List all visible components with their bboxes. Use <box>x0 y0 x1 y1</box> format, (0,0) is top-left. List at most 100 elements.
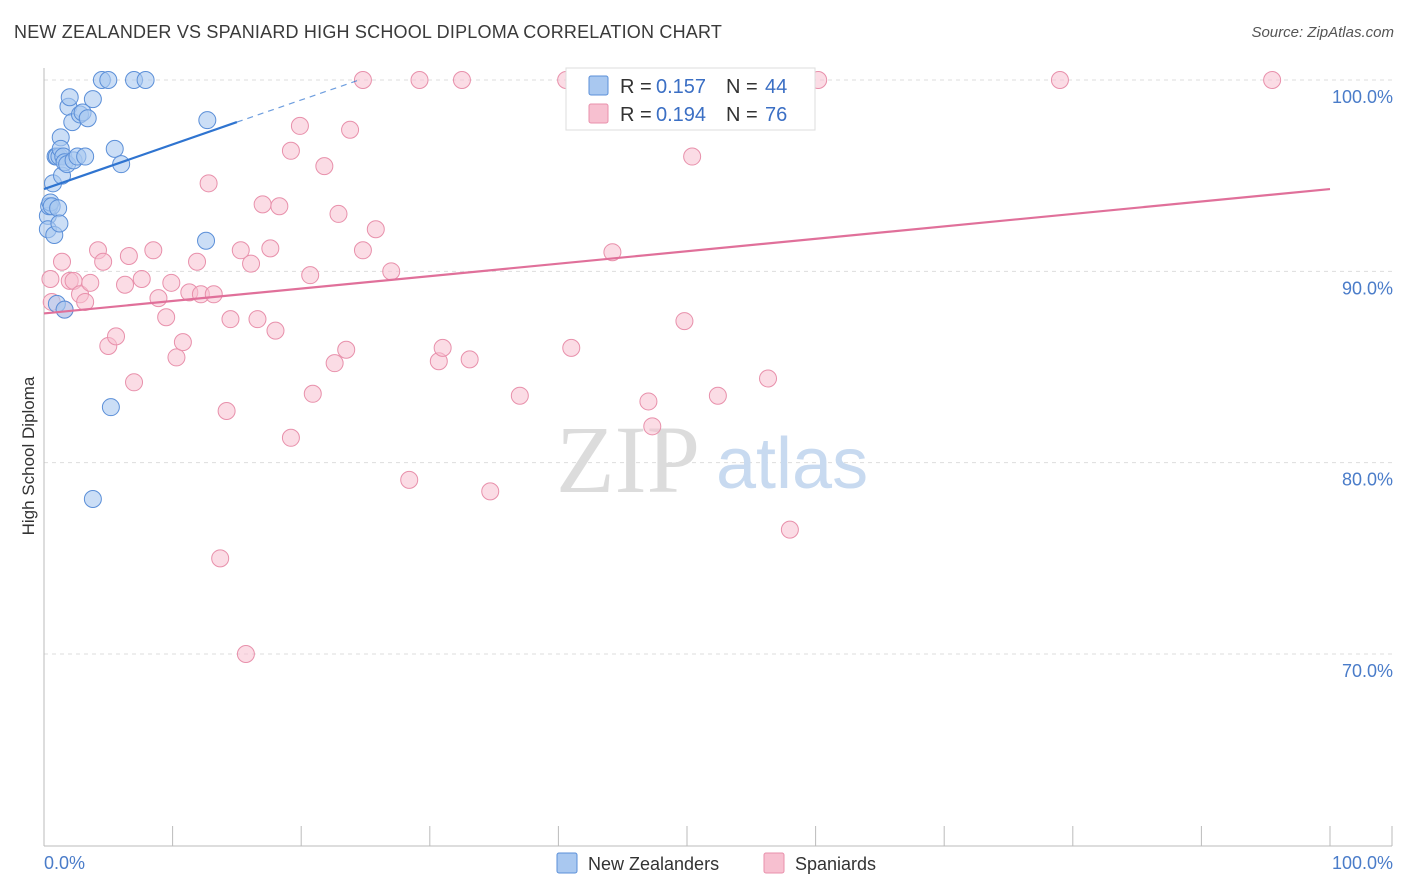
legend-r-value-2: 0.194 <box>656 104 706 126</box>
legend-r-label-1: R = <box>620 76 652 98</box>
spaniards-point-52 <box>410 71 429 89</box>
spaniards-point-17 <box>144 241 163 260</box>
new-zealanders-point-33 <box>136 71 155 89</box>
spaniards-point-50 <box>382 262 401 281</box>
spaniards-point-18 <box>149 289 168 308</box>
spaniards-point-39 <box>290 116 309 135</box>
stats-legend: R = 0.157 N = 44 R = 0.194 N = 76 <box>565 67 816 131</box>
spaniards-point-73 <box>211 549 230 568</box>
spaniards-point-61 <box>603 243 622 262</box>
spaniards-point-8 <box>81 273 100 292</box>
spaniards-trend-line <box>43 187 1331 315</box>
new-zealanders-point-35 <box>55 300 74 319</box>
spaniards-point-35 <box>266 321 285 340</box>
spaniards-point-0 <box>41 269 60 288</box>
spaniards-point-2 <box>53 252 72 271</box>
spaniards-point-16 <box>132 269 151 288</box>
watermark-atlas: atlas <box>716 424 868 504</box>
spaniards-point-48 <box>353 241 372 260</box>
new-zealanders-point-36 <box>101 398 120 417</box>
spaniards-point-38 <box>281 141 300 160</box>
axes <box>43 68 1393 847</box>
spaniards-point-66 <box>683 147 702 166</box>
new-zealanders-point-38 <box>197 231 216 250</box>
grid-lines <box>44 79 1392 655</box>
spaniards-point-37 <box>281 428 300 447</box>
spaniards-point-13 <box>116 275 135 294</box>
spaniards-point-68 <box>759 369 778 388</box>
spaniards-point-60 <box>562 338 581 357</box>
spaniards-point-46 <box>341 120 360 139</box>
legend-swatch-spaniards <box>588 103 609 124</box>
spaniards-points <box>41 71 1282 663</box>
spaniards-point-26 <box>199 174 218 193</box>
y-tick-label-3: 100.0% <box>1332 87 1393 107</box>
spaniards-point-54 <box>433 338 452 357</box>
spaniards-point-33 <box>253 195 272 214</box>
spaniards-point-19 <box>157 308 176 327</box>
spaniards-point-49 <box>366 220 385 239</box>
spaniards-point-56 <box>460 350 479 369</box>
series-legend: New Zealanders Spaniards <box>556 852 876 874</box>
new-zealanders-trend-line <box>43 121 238 191</box>
spaniards-point-42 <box>315 157 334 176</box>
chart-title: NEW ZEALANDER VS SPANIARD HIGH SCHOOL DI… <box>14 22 723 42</box>
spaniards-point-36 <box>270 197 289 216</box>
bottom-legend-swatch-new-zealanders <box>556 852 578 874</box>
new-zealanders-point-27 <box>83 90 102 109</box>
spaniards-point-29 <box>221 310 240 329</box>
chart-source: Source: ZipAtlas.com <box>1251 24 1394 41</box>
new-zealanders-point-30 <box>105 139 124 158</box>
spaniards-point-69 <box>780 520 799 539</box>
y-tick-labels: 70.0% 80.0% 90.0% 100.0% <box>1332 87 1393 681</box>
spaniards-point-58 <box>510 386 529 405</box>
spaniards-point-15 <box>125 373 144 392</box>
spaniards-point-51 <box>400 470 419 489</box>
legend-n-label-2: N = <box>726 104 758 126</box>
new-zealanders-point-25 <box>76 147 95 166</box>
y-tick-label-1: 80.0% <box>1342 470 1393 490</box>
legend-swatch-new-zealanders <box>588 75 609 96</box>
legend-n-label-1: N = <box>726 76 758 98</box>
watermark: ZIP atlas <box>556 406 868 513</box>
spaniards-point-22 <box>173 333 192 352</box>
trend-lines <box>43 79 1331 315</box>
x-tick-label-1: 100.0% <box>1332 853 1393 873</box>
spaniards-point-24 <box>188 252 207 271</box>
spaniards-point-71 <box>1050 71 1069 89</box>
spaniards-point-74 <box>236 645 255 663</box>
spaniards-point-40 <box>301 266 320 285</box>
new-zealanders-point-26 <box>78 109 97 128</box>
y-tick-label-2: 90.0% <box>1342 278 1393 298</box>
spaniards-point-31 <box>242 254 261 273</box>
new-zealanders-point-37 <box>83 490 102 509</box>
spaniards-point-14 <box>119 247 138 266</box>
spaniards-point-44 <box>329 204 348 223</box>
spaniards-point-28 <box>217 402 236 421</box>
watermark-zip: ZIP <box>556 406 700 513</box>
spaniards-point-67 <box>708 386 727 405</box>
y-axis-title: High School Diploma <box>19 376 38 535</box>
new-zealanders-trend-extension <box>236 79 360 123</box>
legend-r-value-1: 0.157 <box>656 76 706 98</box>
legend-n-value-2: 76 <box>765 104 787 126</box>
new-zealanders-point-9 <box>49 199 68 218</box>
legend-r-label-2: R = <box>620 104 652 126</box>
new-zealanders-point-29 <box>99 71 118 89</box>
spaniards-point-65 <box>675 312 694 331</box>
new-zealanders-point-19 <box>60 88 79 107</box>
spaniards-point-10 <box>94 252 113 271</box>
spaniards-point-41 <box>303 384 322 403</box>
new-zealanders-points <box>38 71 217 509</box>
spaniards-point-63 <box>639 392 658 411</box>
bottom-legend-swatch-spaniards <box>763 852 785 874</box>
spaniards-point-34 <box>261 239 280 258</box>
y-tick-label-0: 70.0% <box>1342 661 1393 681</box>
spaniards-point-30 <box>231 241 250 260</box>
spaniards-point-27 <box>204 285 223 304</box>
spaniards-point-45 <box>337 340 356 359</box>
spaniards-point-12 <box>107 327 126 346</box>
spaniards-point-47 <box>353 71 372 89</box>
spaniards-point-55 <box>452 71 471 89</box>
